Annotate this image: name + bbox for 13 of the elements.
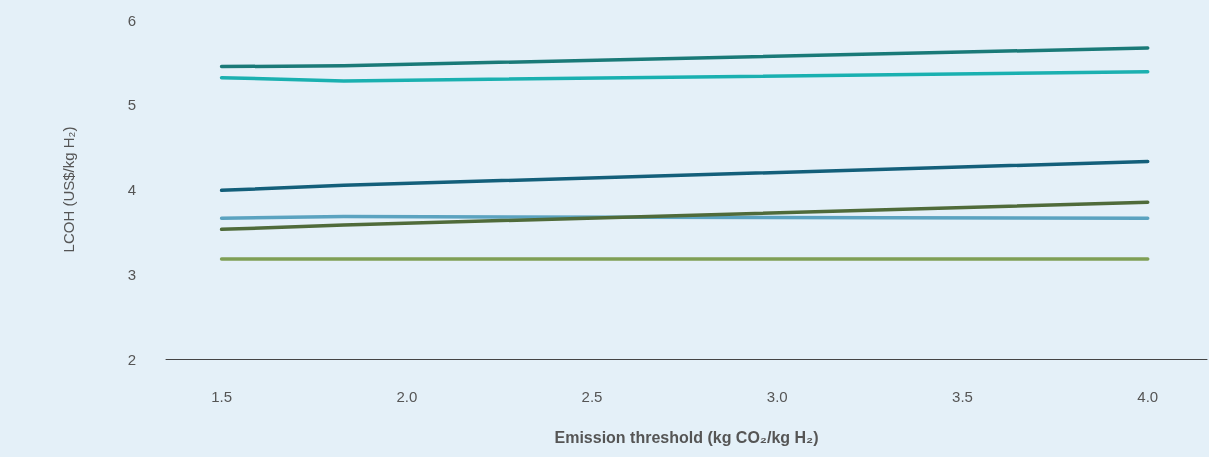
x-axis-title: Emission threshold (kg CO₂/kg H₂) xyxy=(554,428,819,446)
y-tick-label: 3 xyxy=(127,265,136,283)
y-tick-label: 2 xyxy=(127,350,136,368)
y-tick-label: 6 xyxy=(127,11,136,29)
x-tick-label: 2.5 xyxy=(581,388,603,405)
y-axis-title: LCOH (US$/kg H₂) xyxy=(60,126,77,253)
y-tick-label: 5 xyxy=(127,96,136,114)
x-tick-label: 4.0 xyxy=(1137,388,1159,405)
y-tick-label: 4 xyxy=(127,181,136,198)
x-tick-label: 1.5 xyxy=(211,388,232,405)
x-tick-label: 3.0 xyxy=(766,388,788,405)
x-tick-label: 2.0 xyxy=(396,388,418,405)
x-tick-label: 3.5 xyxy=(952,388,973,405)
